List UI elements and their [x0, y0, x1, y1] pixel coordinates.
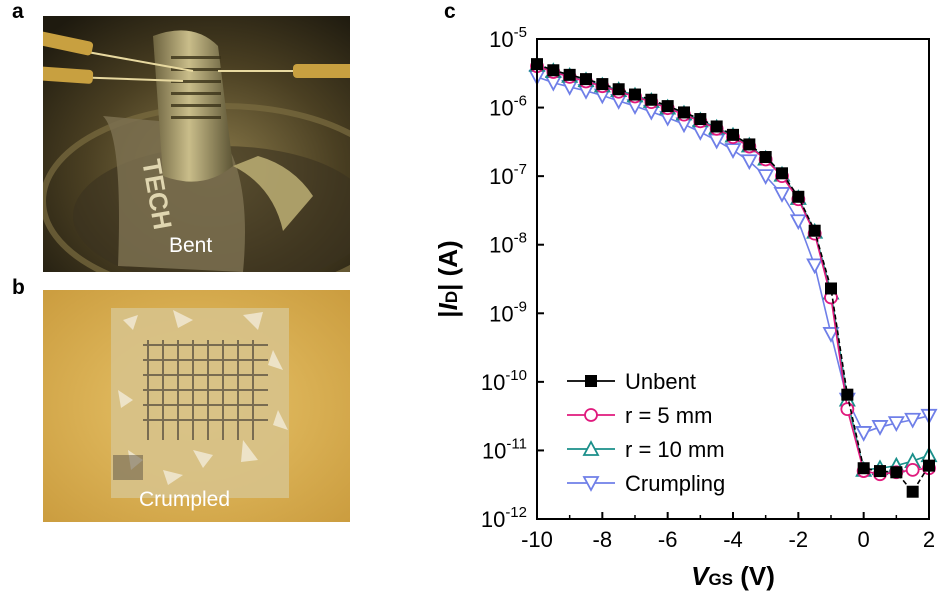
legend-label: Unbent — [625, 369, 696, 394]
crumpled-caption: Crumpled — [139, 488, 231, 511]
data-point — [661, 100, 674, 113]
data-point — [857, 462, 870, 475]
crumpled-device-photo: Crumpled — [43, 290, 350, 522]
y-tick-label: 10-7 — [489, 161, 527, 189]
x-tick-label: 0 — [858, 527, 870, 552]
series-unbent — [531, 58, 935, 498]
data-point — [612, 83, 625, 96]
data-point — [708, 133, 726, 150]
x-tick-label: -10 — [521, 527, 553, 552]
legend-marker — [582, 476, 600, 492]
legend-label: r = 5 mm — [625, 403, 712, 428]
data-point — [727, 128, 739, 141]
data-point — [874, 465, 886, 478]
data-point — [904, 412, 922, 429]
data-point — [776, 167, 788, 180]
bent-caption: Bent — [169, 234, 213, 257]
data-point — [855, 426, 873, 442]
data-point — [773, 187, 791, 203]
data-point — [596, 78, 609, 91]
x-tick-label: -2 — [789, 527, 809, 552]
data-point — [757, 169, 775, 186]
crumpled-device-image — [43, 290, 350, 522]
y-tick-label: 10-11 — [482, 435, 527, 463]
data-point — [825, 282, 837, 295]
legend-marker — [585, 375, 597, 387]
data-point — [563, 68, 576, 81]
data-point — [871, 420, 889, 436]
data-point — [841, 388, 854, 401]
data-point — [678, 106, 690, 119]
data-point — [759, 151, 772, 164]
x-axis: -10 -8 -6 -4 -2 0 2 — [521, 512, 935, 552]
panel-c-label: c — [444, 0, 456, 23]
y-tick-label: 10-8 — [489, 230, 527, 258]
data-point — [789, 214, 807, 231]
data-point — [822, 327, 840, 343]
series-line — [536, 64, 930, 471]
transfer-curve-chart: -10 -8 -6 -4 -2 0 2 10-510-610-710-810-910-101… — [433, 24, 938, 591]
legend-label: r = 10 mm — [625, 437, 725, 462]
data-point — [890, 466, 903, 479]
data-point — [645, 93, 658, 106]
legend-marker — [584, 408, 598, 422]
data-point — [547, 64, 560, 77]
data-point — [743, 138, 756, 151]
data-point — [740, 154, 758, 171]
y-axis: 10-5 10-6 10-7 10-8 10-9 10-10 10-11 10-12 — [481, 24, 544, 532]
data-point — [806, 258, 824, 275]
panel-b-label: b — [12, 276, 25, 299]
data-point — [694, 113, 707, 126]
data-point — [792, 190, 805, 203]
data-point — [808, 224, 821, 237]
data-point — [710, 120, 723, 133]
chart-legend: Unbent r = 5 mm r = 10 mm Crumpling — [567, 369, 725, 496]
x-tick-label: -6 — [658, 527, 678, 552]
x-tick-label: -8 — [593, 527, 613, 552]
x-axis-title: VGS (V) — [691, 561, 775, 591]
data-point — [905, 463, 920, 477]
legend-label: Crumpling — [625, 471, 725, 496]
y-tick-label: 10-5 — [489, 24, 527, 52]
y-tick-label: 10-9 — [489, 298, 527, 326]
data-point — [629, 88, 641, 101]
legend-item: Unbent — [567, 369, 696, 394]
y-tick-label: 10-6 — [489, 93, 527, 121]
bent-device-photo: TECH Bent — [43, 16, 350, 272]
data-point — [580, 73, 592, 86]
y-axis-title: |ID| (A) — [433, 240, 463, 317]
data-point — [887, 416, 905, 433]
plot-frame — [536, 38, 930, 520]
panel-a-label: a — [12, 0, 24, 23]
legend-item: r = 10 mm — [567, 437, 725, 462]
x-tick-label: -4 — [723, 527, 743, 552]
legend-marker — [582, 440, 600, 456]
data-point — [906, 485, 919, 498]
bent-device-image: TECH — [43, 16, 350, 272]
legend-item: Crumpling — [567, 471, 725, 496]
y-tick-label: 10-10 — [481, 367, 527, 395]
y-tick-label: 10-12 — [481, 504, 527, 532]
x-tick-label: 2 — [923, 527, 935, 552]
data-point — [724, 143, 742, 159]
legend-item: r = 5 mm — [567, 403, 712, 428]
